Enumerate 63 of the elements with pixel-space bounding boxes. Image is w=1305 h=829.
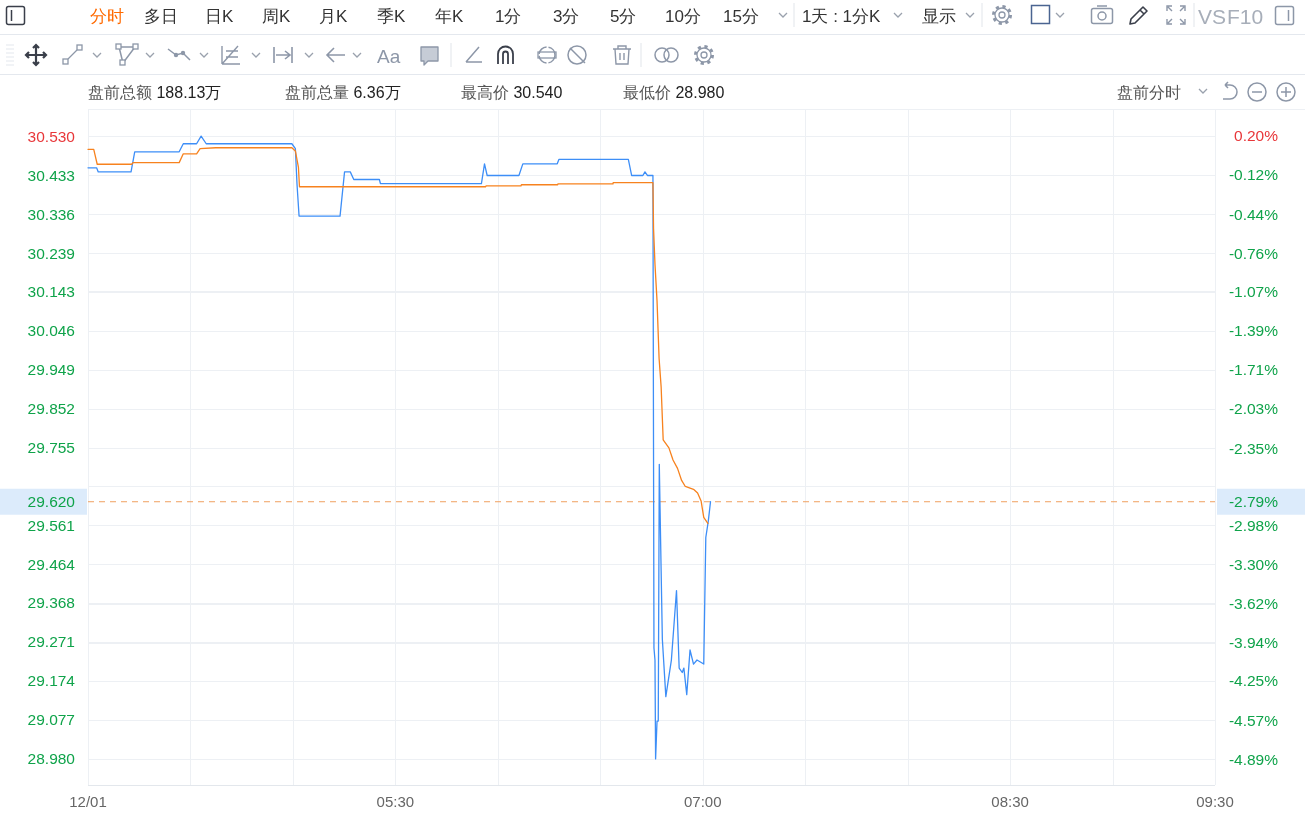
y2-tick-label: -3.62% [1228, 595, 1279, 613]
text: 年K [435, 6, 464, 26]
y2-tick-label: -0.76% [1228, 244, 1279, 262]
y2-tick-label: -2.03% [1228, 400, 1279, 418]
y-tick-label: 29.174 [27, 672, 76, 690]
y-tick-label: 30.143 [27, 283, 75, 301]
y2-tick-label: -0.44% [1228, 205, 1279, 223]
y-tick-label: 30.239 [27, 244, 75, 262]
y-tick-label: 29.949 [27, 361, 75, 379]
text: 盘前总额 188.13万 [88, 83, 222, 101]
line-series [87, 147, 709, 525]
line-series [87, 135, 712, 760]
text: 15分 [723, 6, 759, 26]
y-tick-label: 30.433 [27, 166, 75, 184]
x-tick-label: 12/01 [69, 792, 107, 810]
x-tick-label: 05:30 [376, 792, 415, 810]
text: Aa [377, 45, 401, 67]
text: 最高价 30.540 [461, 83, 563, 101]
y-tick-label: 30.336 [27, 205, 75, 223]
text: 显示 [922, 6, 956, 26]
y-tick-label: 29.077 [27, 711, 75, 729]
y2-tick-label: -2.98% [1228, 516, 1279, 534]
y2-tick-label: -4.25% [1228, 672, 1279, 690]
text: VS [1198, 4, 1227, 28]
text: 盘前分时 [1117, 83, 1181, 101]
text: 3分 [553, 6, 580, 26]
y-tick-label: 29.368 [27, 594, 75, 612]
y2-tick-label: -3.30% [1228, 555, 1279, 573]
text: 最低价 28.980 [623, 83, 725, 101]
y-tick-label: 28.980 [27, 750, 76, 768]
text: 日K [205, 6, 234, 26]
y2-tick-label: -1.07% [1228, 282, 1279, 300]
text: 1天 : 1分K [802, 6, 882, 26]
y2-tick-label: -4.89% [1228, 750, 1279, 768]
text: 月K [319, 6, 348, 26]
y-tick-label: 29.561 [27, 516, 75, 534]
y2-tick-label: -1.39% [1228, 322, 1279, 340]
x-tick-label: 07:00 [683, 792, 722, 810]
text: 多日 [144, 6, 178, 26]
text: -2.79% [1228, 493, 1279, 511]
text: 1分 [495, 6, 522, 26]
y-tick-label: 30.530 [27, 127, 76, 145]
text: 10分 [665, 6, 701, 26]
text: F10 [1227, 4, 1264, 28]
text: 5分 [610, 6, 637, 26]
y2-tick-label: -2.35% [1228, 439, 1279, 457]
text: 盘前总量 6.36万 [285, 83, 401, 101]
y2-tick-label: -1.71% [1228, 361, 1279, 379]
x-tick-label: 08:30 [991, 792, 1029, 810]
y-tick-label: 29.852 [27, 400, 75, 418]
text: 季K [377, 6, 406, 26]
ref-line-label: 29.620 [27, 493, 76, 511]
y2-tick-label: -3.94% [1228, 634, 1279, 652]
y2-tick-label: -0.12% [1228, 166, 1279, 184]
text: 周K [262, 6, 291, 26]
y-tick-label: 30.046 [27, 322, 75, 340]
y2-tick-label: -4.57% [1228, 711, 1279, 729]
y-tick-label: 29.755 [27, 439, 75, 456]
y-tick-label: 29.271 [27, 633, 75, 651]
y2-tick-label: 0.20% [1234, 127, 1279, 145]
y-tick-label: 29.464 [27, 555, 76, 573]
text: 分时 [90, 6, 124, 26]
x-tick-label: 09:30 [1196, 792, 1234, 810]
